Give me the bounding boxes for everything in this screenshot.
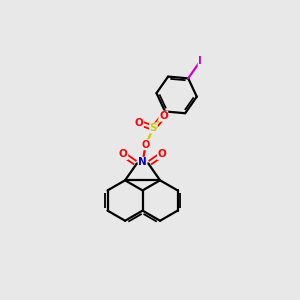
- Text: I: I: [198, 56, 202, 66]
- Text: N: N: [138, 157, 147, 167]
- Text: S: S: [150, 123, 157, 133]
- Text: O: O: [135, 118, 143, 128]
- Text: O: O: [142, 140, 150, 150]
- Text: O: O: [158, 149, 166, 159]
- Text: O: O: [159, 111, 168, 121]
- Text: O: O: [119, 149, 128, 159]
